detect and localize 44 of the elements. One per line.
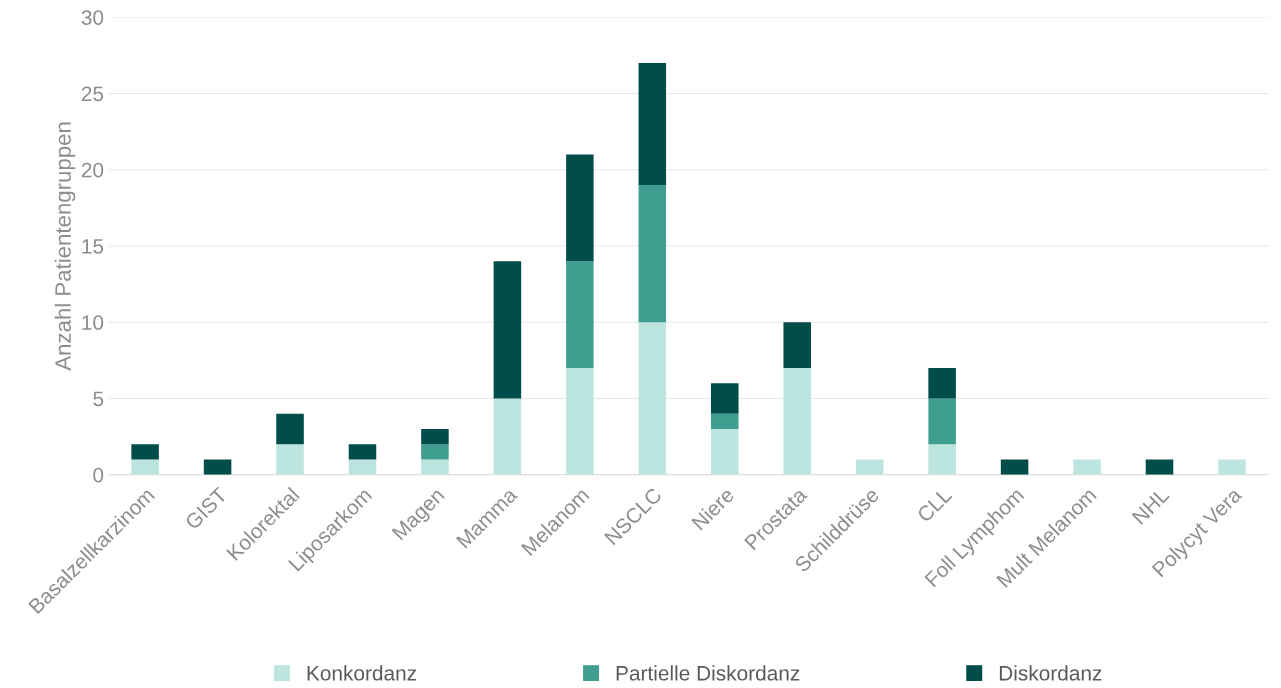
bar [421, 428, 449, 445]
y-axis-title: Anzahl Patientengruppen [54, 122, 76, 371]
bar [1218, 459, 1246, 475]
bar [203, 459, 232, 475]
legend-label: Konkordanz [307, 665, 417, 681]
legend-label: Diskordanz [999, 665, 1102, 681]
y-tick-label: 10 [82, 315, 104, 330]
x-tick-label: NHL [1131, 486, 1170, 525]
bar [1145, 459, 1174, 475]
y-tick-label: 20 [81, 162, 104, 178]
bar [783, 367, 811, 475]
bar [928, 367, 956, 399]
bar [928, 444, 956, 475]
bar [638, 184, 667, 323]
y-tick-label: 30 [81, 10, 104, 25]
bar [638, 322, 667, 475]
bar [711, 413, 739, 429]
bar [783, 322, 811, 368]
bar [566, 367, 594, 475]
bar [421, 444, 449, 460]
bar [493, 398, 522, 475]
bar [348, 459, 377, 475]
y-tick-label: 25 [81, 86, 104, 102]
bar [566, 261, 594, 368]
y-tick-label: 5 [93, 391, 104, 407]
bar [348, 444, 377, 460]
bar [928, 398, 956, 445]
x-tick-label: CLL [916, 486, 953, 523]
bar [421, 459, 449, 475]
bar [855, 459, 884, 475]
y-tick-label: 15 [82, 239, 104, 254]
bar [638, 62, 667, 185]
bar [1000, 459, 1029, 475]
bar [493, 261, 522, 399]
bar [131, 459, 159, 475]
bar [566, 154, 594, 262]
bar [1073, 459, 1101, 475]
legend-label: Partielle Diskordanz [616, 665, 800, 681]
bar [276, 444, 304, 475]
bar [711, 383, 739, 414]
bar [276, 413, 304, 445]
y-tick-label: 0 [93, 467, 104, 483]
bar [711, 428, 739, 475]
bar [131, 444, 159, 460]
